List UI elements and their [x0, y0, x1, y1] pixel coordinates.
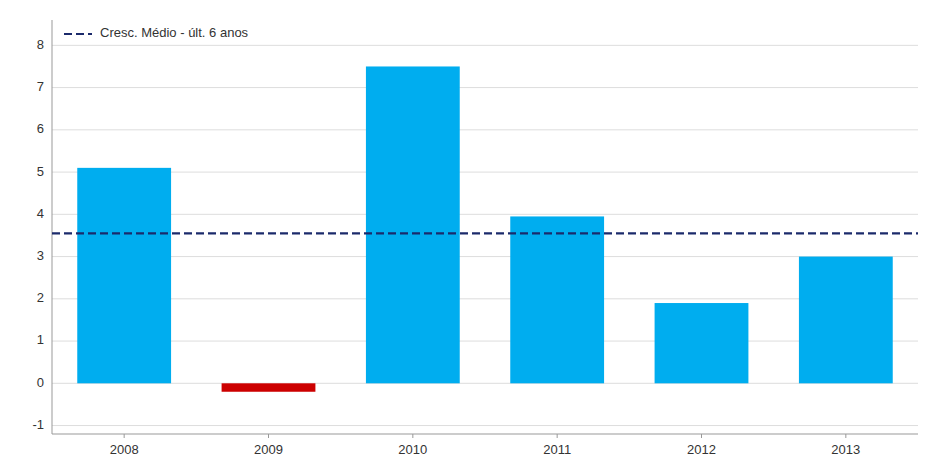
grid-line	[52, 129, 918, 130]
y-tick-label: -1	[32, 417, 44, 432]
chart-container: -1 0 1 2 3 4 5 6 7 8 2008 2009 2010 2011 2012 2013 Cresc…	[0, 0, 938, 476]
plot-area	[52, 66, 918, 391]
grid-line	[52, 425, 918, 426]
grid-line	[52, 45, 918, 46]
x-tick	[412, 434, 413, 438]
y-tick-label: 4	[37, 206, 44, 221]
x-tick	[557, 434, 558, 438]
y-tick-label: 2	[37, 290, 44, 305]
x-tick-label: 2012	[687, 442, 716, 457]
y-tick-label: 0	[37, 375, 44, 390]
y-tick-label: 6	[37, 121, 44, 136]
grid-line	[52, 383, 918, 384]
x-tick	[701, 434, 702, 438]
bar	[655, 303, 749, 383]
bar	[799, 257, 893, 384]
grid	[52, 45, 918, 425]
legend: Cresc. Médio - últ. 6 anos	[64, 25, 249, 40]
bar	[77, 168, 171, 383]
bar	[366, 66, 460, 383]
y-tick-label: 1	[37, 332, 44, 347]
x-tick-label: 2013	[831, 442, 860, 457]
grid-line	[52, 298, 918, 299]
y-tick-label: 5	[37, 164, 44, 179]
y-tick-label: 8	[37, 37, 44, 52]
y-tick-label: 7	[37, 79, 44, 94]
x-tick-label: 2008	[110, 442, 139, 457]
legend-label: Cresc. Médio - últ. 6 anos	[100, 25, 249, 40]
legend-swatch	[64, 33, 92, 35]
x-tick-label: 2011	[543, 442, 571, 457]
average-line	[52, 232, 918, 234]
x-tick-label: 2009	[254, 442, 283, 457]
y-tick-label: 3	[37, 248, 44, 263]
x-tick	[845, 434, 846, 438]
grid-line	[52, 341, 918, 342]
x-axis: 2008 2009 2010 2011 2012 2013	[110, 434, 861, 457]
grid-line	[52, 214, 918, 215]
bar	[222, 383, 316, 391]
bar	[510, 216, 604, 383]
y-axis: -1 0 1 2 3 4 5 6 7 8	[32, 37, 44, 432]
grid-line	[52, 87, 918, 88]
x-tick-label: 2010	[398, 442, 427, 457]
chart-svg: -1 0 1 2 3 4 5 6 7 8 2008 2009 2010 2011 2012 2013 Cresc…	[0, 0, 938, 476]
y-axis-line	[52, 20, 53, 434]
x-tick	[124, 434, 125, 438]
x-axis-line	[52, 434, 918, 435]
grid-line	[52, 172, 918, 173]
grid-line	[52, 256, 918, 257]
x-tick	[268, 434, 269, 438]
